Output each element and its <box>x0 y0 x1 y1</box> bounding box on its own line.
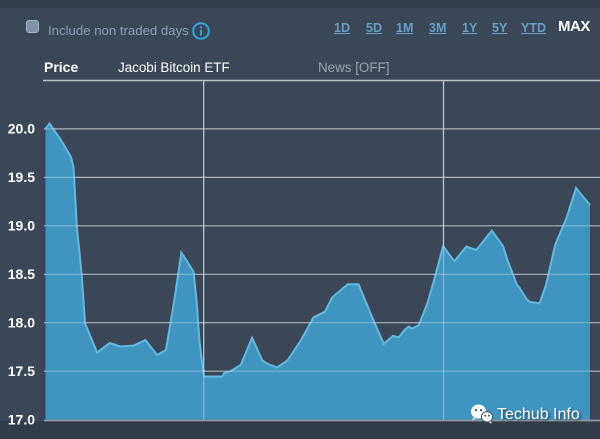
svg-text:18.0: 18.0 <box>8 315 35 331</box>
svg-text:20.0: 20.0 <box>8 121 35 137</box>
svg-text:17.5: 17.5 <box>8 363 35 379</box>
svg-text:18.5: 18.5 <box>8 266 35 282</box>
svg-text:17.0: 17.0 <box>8 412 35 428</box>
svg-text:19.0: 19.0 <box>8 218 35 234</box>
svg-text:19.5: 19.5 <box>8 169 35 185</box>
